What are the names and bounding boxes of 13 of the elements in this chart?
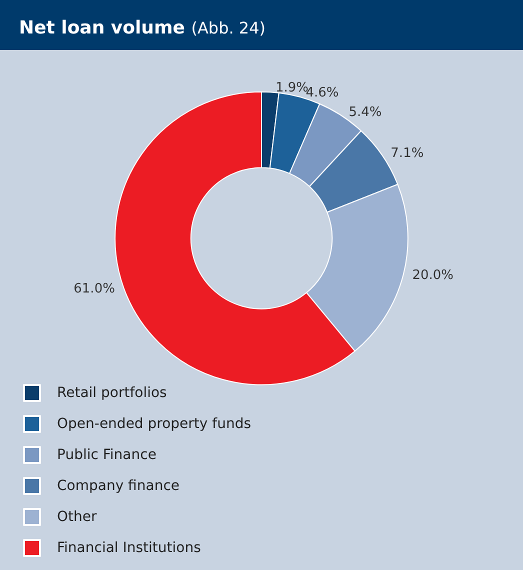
- legend-label: Company finance: [57, 478, 180, 494]
- data-label: 61.0%: [74, 282, 115, 297]
- legend-label: Public Finance: [57, 447, 156, 463]
- chart-subtitle: (Abb. 24): [191, 18, 266, 38]
- legend-label: Retail portfolios: [57, 385, 167, 401]
- chart-title: Net loan volume: [19, 18, 185, 38]
- data-label: 7.1%: [390, 146, 424, 161]
- legend-label: Financial Institutions: [57, 540, 201, 556]
- legend-label: Other: [57, 509, 97, 525]
- data-label: 20.0%: [412, 268, 454, 284]
- data-label: 4.6%: [306, 86, 339, 101]
- legend-label: Open-ended property funds: [57, 416, 252, 432]
- data-label: 5.4%: [348, 104, 382, 120]
